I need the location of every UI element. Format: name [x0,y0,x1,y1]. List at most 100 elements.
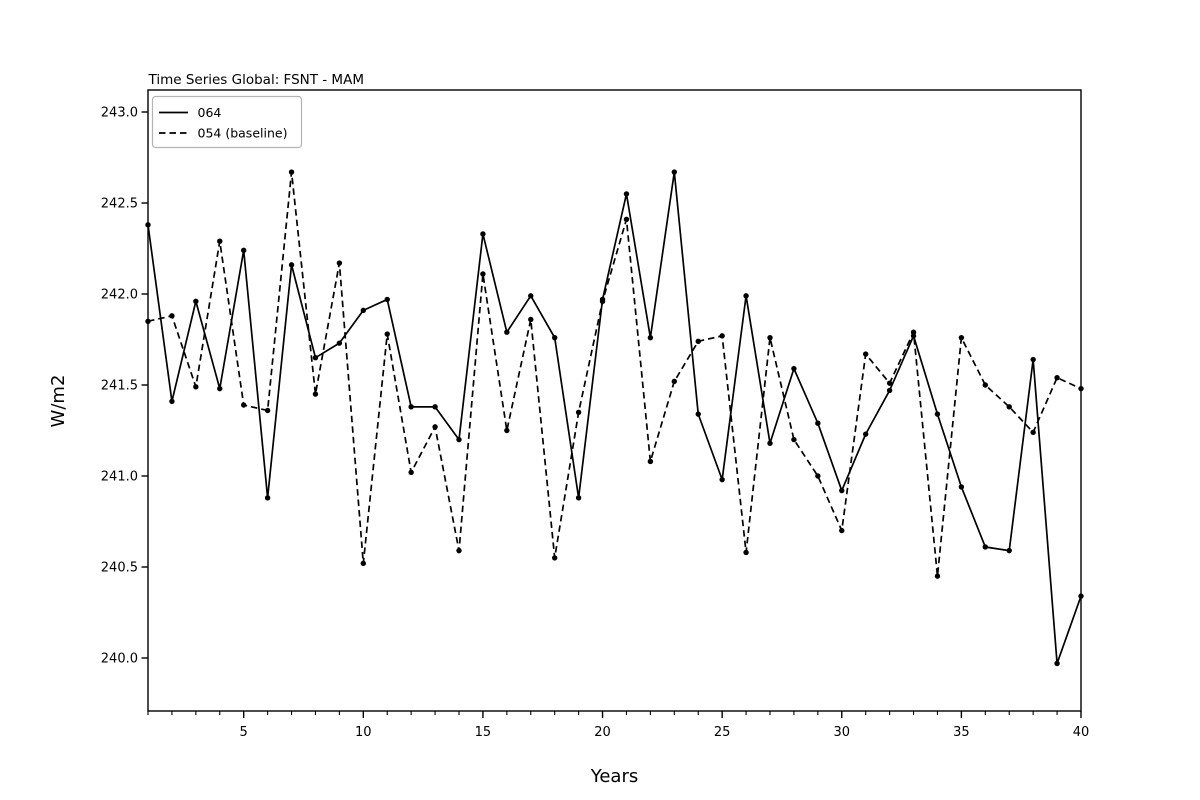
data-point-marker [408,404,414,410]
data-point-marker [791,365,797,372]
data-point-marker [456,547,462,554]
data-point-marker [647,334,654,341]
data-point-marker [264,495,271,501]
x-tick-label: 40 [1073,725,1090,740]
data-point-marker [528,316,534,323]
data-point-marker [432,424,438,430]
x-axis-minor-ticks [147,711,1058,715]
x-tick-label: 5 [240,725,248,740]
x-tick-label: 35 [953,725,970,740]
data-point-marker [456,436,462,443]
data-point-marker [671,378,678,385]
y-tick-label: 240.0 [101,652,138,667]
x-tick-label: 15 [475,725,492,740]
plot-area-border [147,89,1082,712]
x-tick-label: 30 [833,725,850,740]
data-point-marker [1030,429,1036,436]
data-point-marker [217,238,223,244]
x-axis-label: Years [590,766,639,787]
data-point-marker [719,333,725,339]
data-point-marker [1078,385,1084,392]
data-point-marker [886,387,893,394]
y-axis-label: W/m2 [48,375,69,428]
data-point-marker [743,549,749,556]
x-tick-label: 10 [355,725,372,740]
data-point-marker [336,340,343,346]
data-point-marker [504,329,510,335]
data-point-marker [575,409,582,415]
data-point-marker [1006,547,1012,554]
data-point-marker [288,169,295,175]
data-point-marker [551,555,558,561]
chart-title: Time Series Global: FSNT - MAM [148,72,364,88]
data-point-marker [240,247,247,254]
data-point-marker [767,334,773,341]
data-point-marker [982,382,989,388]
data-point-marker [886,380,893,386]
data-point-marker [360,560,367,567]
data-point-marker [480,231,486,237]
data-point-marker [934,411,941,417]
data-point-marker [958,484,965,490]
data-point-marker [623,216,630,223]
data-point-marker [240,402,247,408]
legend-entry-064: 064 [198,105,222,120]
data-point-marker [169,313,175,319]
data-point-marker [815,420,821,426]
data-point-marker [528,293,534,299]
data-point-marker [264,407,271,414]
legend-box [151,95,303,149]
data-point-marker [862,431,869,437]
data-point-marker [815,473,821,479]
y-tick-label: 242.0 [101,288,138,303]
data-point-marker [384,331,390,337]
data-point-marker [336,260,343,266]
data-point-marker [145,222,151,228]
data-point-marker [791,436,797,443]
data-point-marker [695,411,701,417]
data-point-marker [695,338,701,345]
data-point-marker [910,329,917,335]
data-point-marker [671,169,678,175]
y-tick-label: 241.5 [101,379,138,394]
y-tick-label: 240.5 [101,561,138,576]
data-point-marker [982,544,989,550]
data-point-marker [1054,660,1060,667]
x-tick-label: 25 [714,725,731,740]
data-point-marker [719,476,725,483]
data-point-marker [480,271,486,277]
data-point-marker [1030,356,1036,363]
data-point-marker [504,427,510,434]
x-axis-major-ticks: 5 10 15 20 25 30 35 40 [240,711,1090,740]
data-point-marker [288,262,295,268]
x-tick-label: 20 [594,725,611,740]
data-point-marker [312,355,319,361]
data-point-marker [193,298,199,304]
data-point-marker [432,404,438,410]
data-point-marker [958,334,965,341]
data-point-marker [384,296,390,303]
data-point-marker [1006,404,1012,410]
data-point-marker [623,191,630,197]
data-point-marker [408,469,414,476]
data-point-marker [360,307,367,314]
series-line-054-baseline- [147,171,1082,577]
data-point-marker [193,384,199,390]
y-tick-label: 243.0 [101,106,138,121]
data-point-marker [839,527,845,534]
data-point-marker [839,487,845,494]
data-point-marker [217,385,223,392]
legend-entry-054-baseline: 054 (baseline) [198,126,288,141]
data-point-marker [599,298,606,304]
data-point-marker [312,391,319,397]
series-line-064 [147,171,1082,665]
data-point-marker [551,334,558,341]
y-axis-ticks: 240.0 240.5 241.0 241.5 242.0 242.5 243.0 [101,106,148,667]
data-point-marker [647,458,654,465]
data-point-marker [862,351,869,357]
y-tick-label: 242.5 [101,197,138,212]
data-point-marker [169,398,175,405]
data-point-marker [1078,593,1084,599]
